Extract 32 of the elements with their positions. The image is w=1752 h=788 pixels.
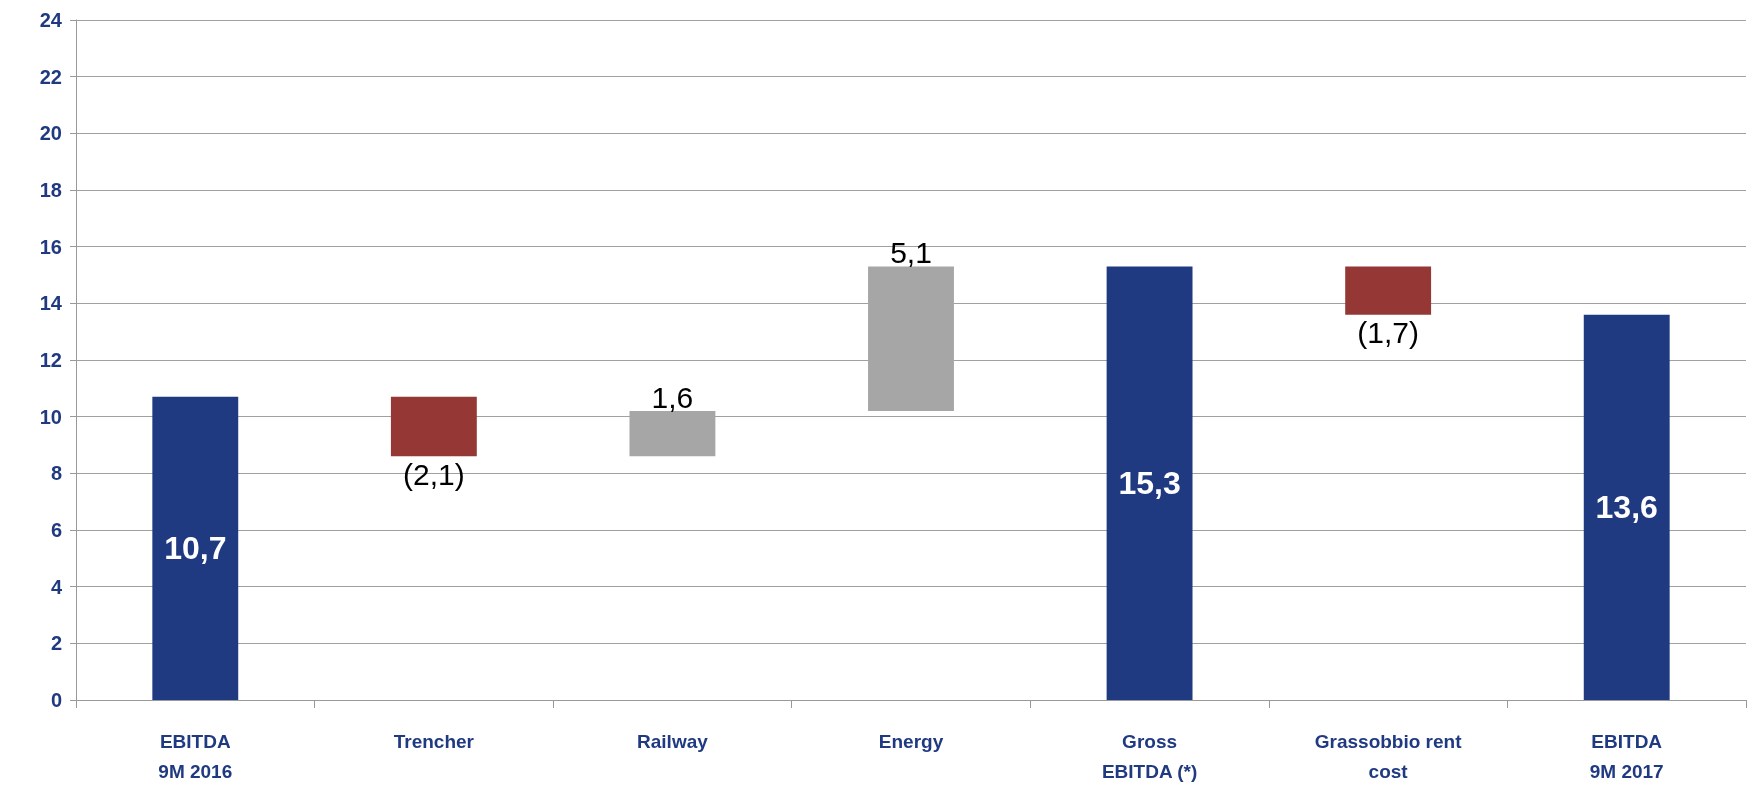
y-tick-label: 10 [39, 405, 62, 428]
y-tick-label: 2 [50, 632, 62, 655]
data-label: 5,1 [890, 236, 932, 269]
x-tick-label: Energy [878, 730, 944, 752]
x-tick-label: Grassobbio rent cost [1314, 730, 1463, 782]
data-label: 15,3 [1118, 465, 1181, 502]
bar [152, 396, 239, 700]
bar [1583, 314, 1670, 700]
data-label: 10,7 [164, 530, 227, 567]
y-tick-label: 8 [50, 462, 62, 485]
y-tick-label: 12 [39, 349, 62, 371]
y-tick-label: 18 [39, 179, 62, 201]
bar [1345, 266, 1432, 315]
y-tick-label: 6 [50, 519, 62, 541]
x-tick-label: Railway [637, 730, 709, 752]
y-tick-label: 16 [39, 235, 62, 258]
y-tick-label: 0 [50, 689, 62, 711]
x-tick-label: EBITDA 9M 2017 [1589, 730, 1664, 782]
y-tick-label: 4 [50, 575, 63, 598]
data-label: (1,7) [1357, 316, 1419, 350]
bar [390, 396, 477, 457]
y-tick-label: 24 [39, 9, 63, 31]
x-tick-label: Trencher [393, 730, 475, 752]
x-tick-label: EBITDA 9M 2016 [158, 730, 233, 782]
data-label: (2,1) [403, 457, 465, 491]
y-tick-label: 22 [39, 65, 62, 88]
x-tick-label: Gross EBITDA (*) [1101, 730, 1198, 782]
y-tick-label: 14 [39, 292, 63, 315]
data-label: 13,6 [1595, 489, 1658, 526]
bar [1106, 266, 1193, 700]
data-label: 1,6 [651, 380, 694, 414]
y-tick-label: 20 [39, 122, 62, 145]
